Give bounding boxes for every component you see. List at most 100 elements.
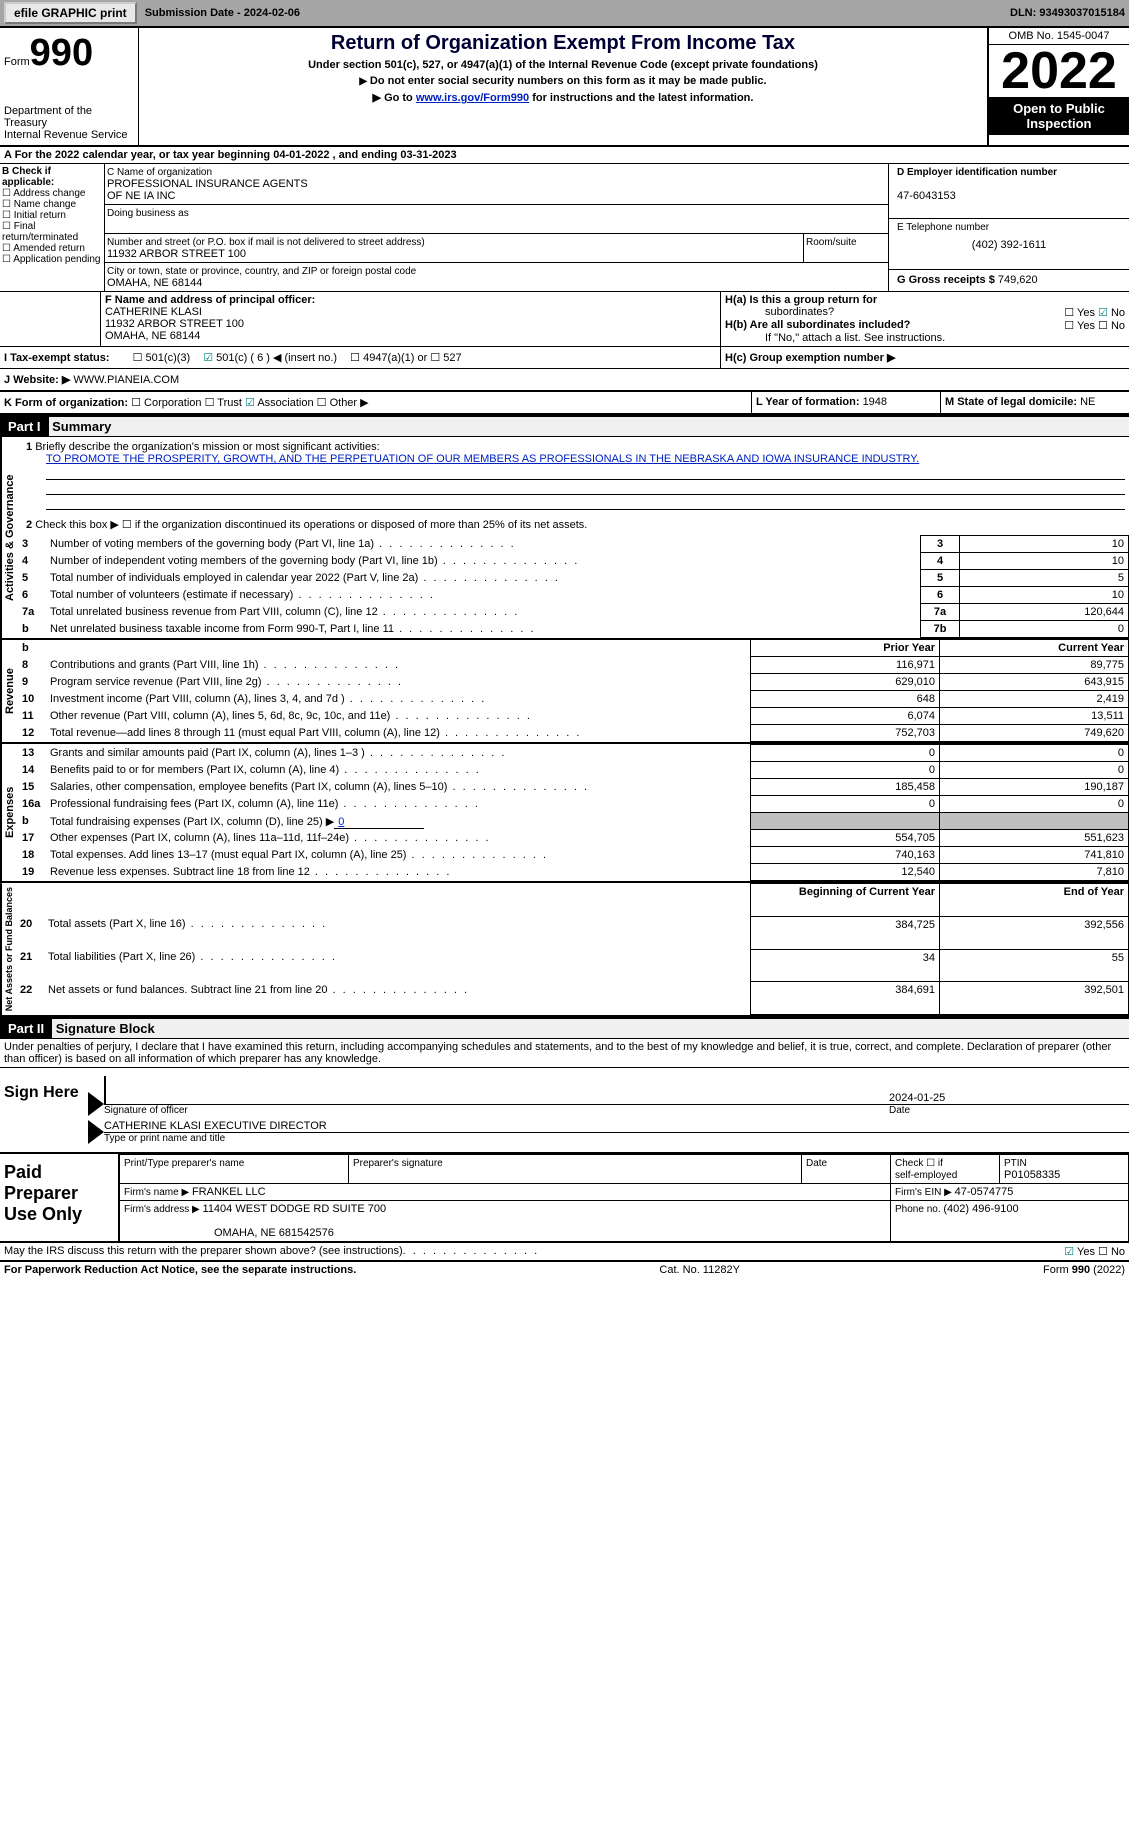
rev-row-9: 9Program service revenue (Part VIII, lin… (18, 674, 1129, 691)
firm-addr-label: Firm's address ▶ (124, 1204, 203, 1215)
exp-row-19: 19Revenue less expenses. Subtract line 1… (18, 864, 1129, 881)
sig-type-label: Type or print name and title (104, 1133, 1129, 1144)
tax-year: 2022 (989, 45, 1129, 97)
hb-yes[interactable]: Yes (1064, 320, 1095, 332)
k-trust[interactable]: Trust (205, 397, 242, 409)
side-activities: Activities & Governance (0, 437, 18, 638)
chk-final[interactable]: Final return/terminated (2, 221, 102, 243)
ha-no[interactable]: No (1098, 307, 1125, 319)
chk-name[interactable]: Name change (2, 199, 102, 210)
exp-row-14: 14Benefits paid to or for members (Part … (18, 762, 1129, 779)
rev-row-11: 11Other revenue (Part VIII, column (A), … (18, 708, 1129, 725)
gross-label: G Gross receipts $ (897, 274, 998, 286)
exp-row-17: 17Other expenses (Part IX, column (A), l… (18, 830, 1129, 847)
part2-title: Signature Block (56, 1021, 155, 1036)
box-j: J Website: ▶ WWW.PIANEIA.COM (0, 369, 1129, 392)
firm-ein-label: Firm's EIN ▶ (895, 1187, 955, 1198)
prep-name-label: Print/Type preparer's name (124, 1158, 244, 1169)
cy-hdr: Current Year (1058, 642, 1124, 654)
k-corp[interactable]: Corporation (131, 397, 201, 409)
ptin-value: P01058335 (1004, 1169, 1060, 1181)
tel-value: (402) 392-1611 (897, 239, 1121, 251)
line-2: 2 Check this box ▶ ☐ if the organization… (18, 514, 1129, 535)
subtitle-3: ▶ Go to www.irs.gov/Form990 for instruct… (143, 91, 983, 104)
ha-yes[interactable]: Yes (1064, 307, 1095, 319)
net-row-20: 20Total assets (Part X, line 16)384,7253… (16, 916, 1129, 949)
part1-title: Summary (52, 419, 111, 434)
subtitle-1: Under section 501(c), 527, or 4947(a)(1)… (143, 59, 983, 71)
subtitle-2: Do not enter social security numbers on … (143, 75, 983, 87)
part2-hdr: Part II (0, 1019, 52, 1038)
room-label: Room/suite (806, 237, 857, 248)
irs-label: Internal Revenue Service (4, 129, 134, 141)
exp-row-15: 15Salaries, other compensation, employee… (18, 779, 1129, 796)
org-name-label: C Name of organization (107, 167, 212, 178)
tel-label: E Telephone number (897, 222, 989, 233)
firm-addr2: OMAHA, NE 681542576 (214, 1227, 334, 1239)
box-i: I Tax-exempt status: 501(c)(3) 501(c) ( … (0, 347, 721, 368)
side-expenses: Expenses (0, 744, 18, 881)
hc-label: H(c) Group exemption number ▶ (725, 352, 895, 364)
i-501c3[interactable]: 501(c)(3) (133, 352, 191, 364)
firm-name: FRANKEL LLC (192, 1186, 266, 1198)
ein-label: D Employer identification number (897, 167, 1057, 178)
org-name-2: OF NE IA INC (107, 190, 175, 202)
sum-row-4: 4Number of independent voting members of… (18, 553, 1129, 570)
sig-date-label: Date (889, 1105, 1129, 1116)
i-4947[interactable]: 4947(a)(1) or (350, 352, 427, 364)
chk-address[interactable]: Address change (2, 188, 102, 199)
form-word: Form (4, 56, 30, 68)
exp-row-18: 18Total expenses. Add lines 13–17 (must … (18, 847, 1129, 864)
prep-self-label: Check ☐ if (895, 1158, 943, 1169)
addr-label: Number and street (or P.O. box if mail i… (107, 237, 425, 248)
discuss-no[interactable]: No (1098, 1246, 1125, 1258)
sig-arrow-icon-2 (88, 1120, 104, 1144)
ecy-hdr: End of Year (1064, 886, 1124, 898)
firm-label: Firm's name ▶ (124, 1187, 192, 1198)
period-line: A For the 2022 calendar year, or tax yea… (0, 147, 1129, 164)
k-other[interactable]: Other ▶ (317, 397, 369, 409)
rev-row-10: 10Investment income (Part VIII, column (… (18, 691, 1129, 708)
efile-btn[interactable]: efile GRAPHIC print (4, 2, 137, 24)
exp-row-13: 13Grants and similar amounts paid (Part … (18, 745, 1129, 762)
org-name-1: PROFESSIONAL INSURANCE AGENTS (107, 178, 308, 190)
line-1: 1 Briefly describe the organization's mi… (18, 437, 1129, 514)
org-city: OMAHA, NE 68144 (107, 277, 202, 289)
declaration: Under penalties of perjury, I declare th… (0, 1039, 1129, 1068)
exp-row-16a: 16aProfessional fundraising fees (Part I… (18, 796, 1129, 813)
chk-amended[interactable]: Amended return (2, 243, 102, 254)
ptin-label: PTIN (1004, 1158, 1027, 1169)
hb-no[interactable]: No (1098, 320, 1125, 332)
box-f: F Name and address of principal officer:… (101, 292, 721, 346)
sig-date: 2024-01-25 (889, 1092, 1129, 1105)
net-row-22: 22Net assets or fund balances. Subtract … (16, 982, 1129, 1015)
form-header: Form990 Department of the Treasury Inter… (0, 28, 1129, 147)
chk-initial[interactable]: Initial return (2, 210, 102, 221)
prep-date-label: Date (806, 1158, 827, 1169)
dln: DLN: 93493037015184 (1010, 7, 1125, 19)
ein-value: 47-6043153 (897, 190, 956, 202)
dba-label: Doing business as (107, 208, 189, 219)
sig-name: CATHERINE KLASI EXECUTIVE DIRECTOR (104, 1120, 1129, 1133)
form-990: 990 (30, 32, 93, 74)
sum-row-3: 3Number of voting members of the governi… (18, 536, 1129, 553)
box-l: L Year of formation: 1948 (752, 392, 941, 413)
net-row-21: 21Total liabilities (Part X, line 26)345… (16, 949, 1129, 982)
sum-row-b: bNet unrelated business taxable income f… (18, 621, 1129, 638)
firm-ph-label: Phone no. (895, 1204, 943, 1215)
discuss-yes[interactable]: Yes (1064, 1246, 1095, 1258)
rev-row-8: 8Contributions and grants (Part VIII, li… (18, 657, 1129, 674)
py-hdr: Prior Year (883, 642, 935, 654)
firm-ph: (402) 496-9100 (943, 1203, 1018, 1215)
box-h: H(a) Is this a group return for subordin… (721, 292, 1129, 346)
k-assoc[interactable]: Association (245, 397, 314, 409)
i-527[interactable]: 527 (430, 352, 461, 364)
i-501c[interactable]: 501(c) ( 6 ) ◀ (insert no.) (203, 352, 337, 364)
side-revenue: Revenue (0, 640, 18, 742)
form-title: Return of Organization Exempt From Incom… (143, 32, 983, 55)
irs-link[interactable]: www.irs.gov/Form990 (416, 92, 529, 104)
chk-pending[interactable]: Application pending (2, 254, 102, 265)
firm-addr1: 11404 WEST DODGE RD SUITE 700 (203, 1203, 387, 1215)
open-inspection: Open to PublicInspection (989, 97, 1129, 135)
side-net: Net Assets or Fund Balances (0, 883, 16, 1015)
